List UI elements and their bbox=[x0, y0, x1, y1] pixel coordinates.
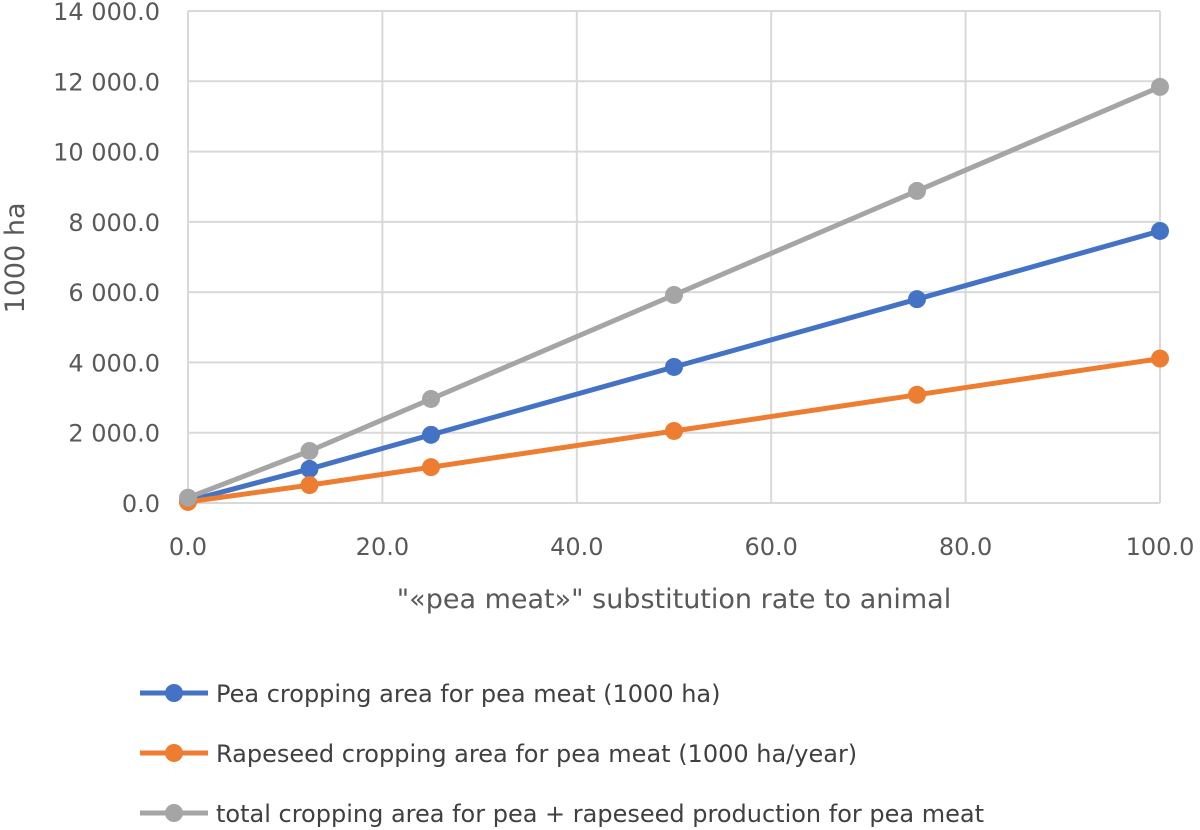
y-axis-ticks: 0.0 2 000.0 4 000.0 6 000.0 8 000.0 10 000.0 1… bbox=[53, 0, 160, 518]
data-point bbox=[665, 285, 683, 304]
series-3 bbox=[179, 77, 1169, 507]
legend-label: total cropping area for pea + rapeseed p… bbox=[216, 800, 984, 828]
y-tick-label: 4 000.0 bbox=[68, 349, 160, 377]
legend-swatch-marker bbox=[165, 804, 183, 822]
x-axis-title: "«pea meat»" substitution rate to animal bbox=[397, 584, 951, 615]
data-point bbox=[300, 441, 319, 460]
x-tick-label: 100.0 bbox=[1126, 533, 1195, 561]
x-tick-label: 60.0 bbox=[744, 533, 797, 561]
data-point bbox=[908, 290, 926, 309]
y-tick-label: 10 000.0 bbox=[53, 139, 160, 167]
x-tick-label: 20.0 bbox=[356, 533, 409, 561]
data-point bbox=[1151, 77, 1169, 96]
grid-lines bbox=[187, 10, 1161, 504]
y-tick-label: 6 000.0 bbox=[68, 279, 160, 307]
legend-item: Pea cropping area for pea meat (1000 ha) bbox=[140, 680, 721, 708]
data-point bbox=[1151, 221, 1169, 240]
x-tick-label: 80.0 bbox=[939, 533, 992, 561]
data-point bbox=[422, 425, 440, 444]
data-point bbox=[908, 385, 926, 404]
data-point bbox=[179, 488, 197, 507]
data-point bbox=[908, 181, 926, 200]
legend-label: Rapeseed cropping area for pea meat (100… bbox=[216, 740, 857, 768]
data-point bbox=[300, 459, 319, 478]
data-point bbox=[1151, 349, 1169, 368]
x-axis-ticks: 0.0 20.0 40.0 60.0 80.0 100.0 bbox=[169, 533, 1194, 561]
data-point bbox=[665, 357, 683, 376]
y-axis-title: 1000 ha bbox=[0, 203, 31, 314]
series-line bbox=[185, 84, 1163, 501]
series-1 bbox=[179, 221, 1169, 510]
legend-swatch-marker bbox=[165, 744, 183, 762]
series-group bbox=[179, 77, 1169, 511]
data-point bbox=[422, 389, 440, 408]
x-tick-label: 40.0 bbox=[550, 533, 603, 561]
legend-item: total cropping area for pea + rapeseed p… bbox=[140, 800, 984, 828]
y-tick-label: 2 000.0 bbox=[68, 420, 160, 448]
legend-item: Rapeseed cropping area for pea meat (100… bbox=[140, 740, 857, 768]
y-tick-label: 8 000.0 bbox=[68, 209, 160, 237]
data-point bbox=[665, 421, 683, 440]
x-tick-label: 0.0 bbox=[169, 533, 207, 561]
data-point bbox=[300, 476, 319, 495]
legend-swatch-marker bbox=[165, 684, 183, 702]
y-tick-label: 12 000.0 bbox=[53, 68, 160, 96]
y-tick-label: 0.0 bbox=[122, 490, 160, 518]
series-line bbox=[185, 228, 1163, 504]
legend: Pea cropping area for pea meat (1000 ha)… bbox=[140, 680, 984, 828]
y-tick-label: 14 000.0 bbox=[53, 0, 160, 26]
data-point bbox=[422, 458, 440, 477]
legend-label: Pea cropping area for pea meat (1000 ha) bbox=[216, 680, 721, 708]
series-line bbox=[185, 356, 1163, 505]
